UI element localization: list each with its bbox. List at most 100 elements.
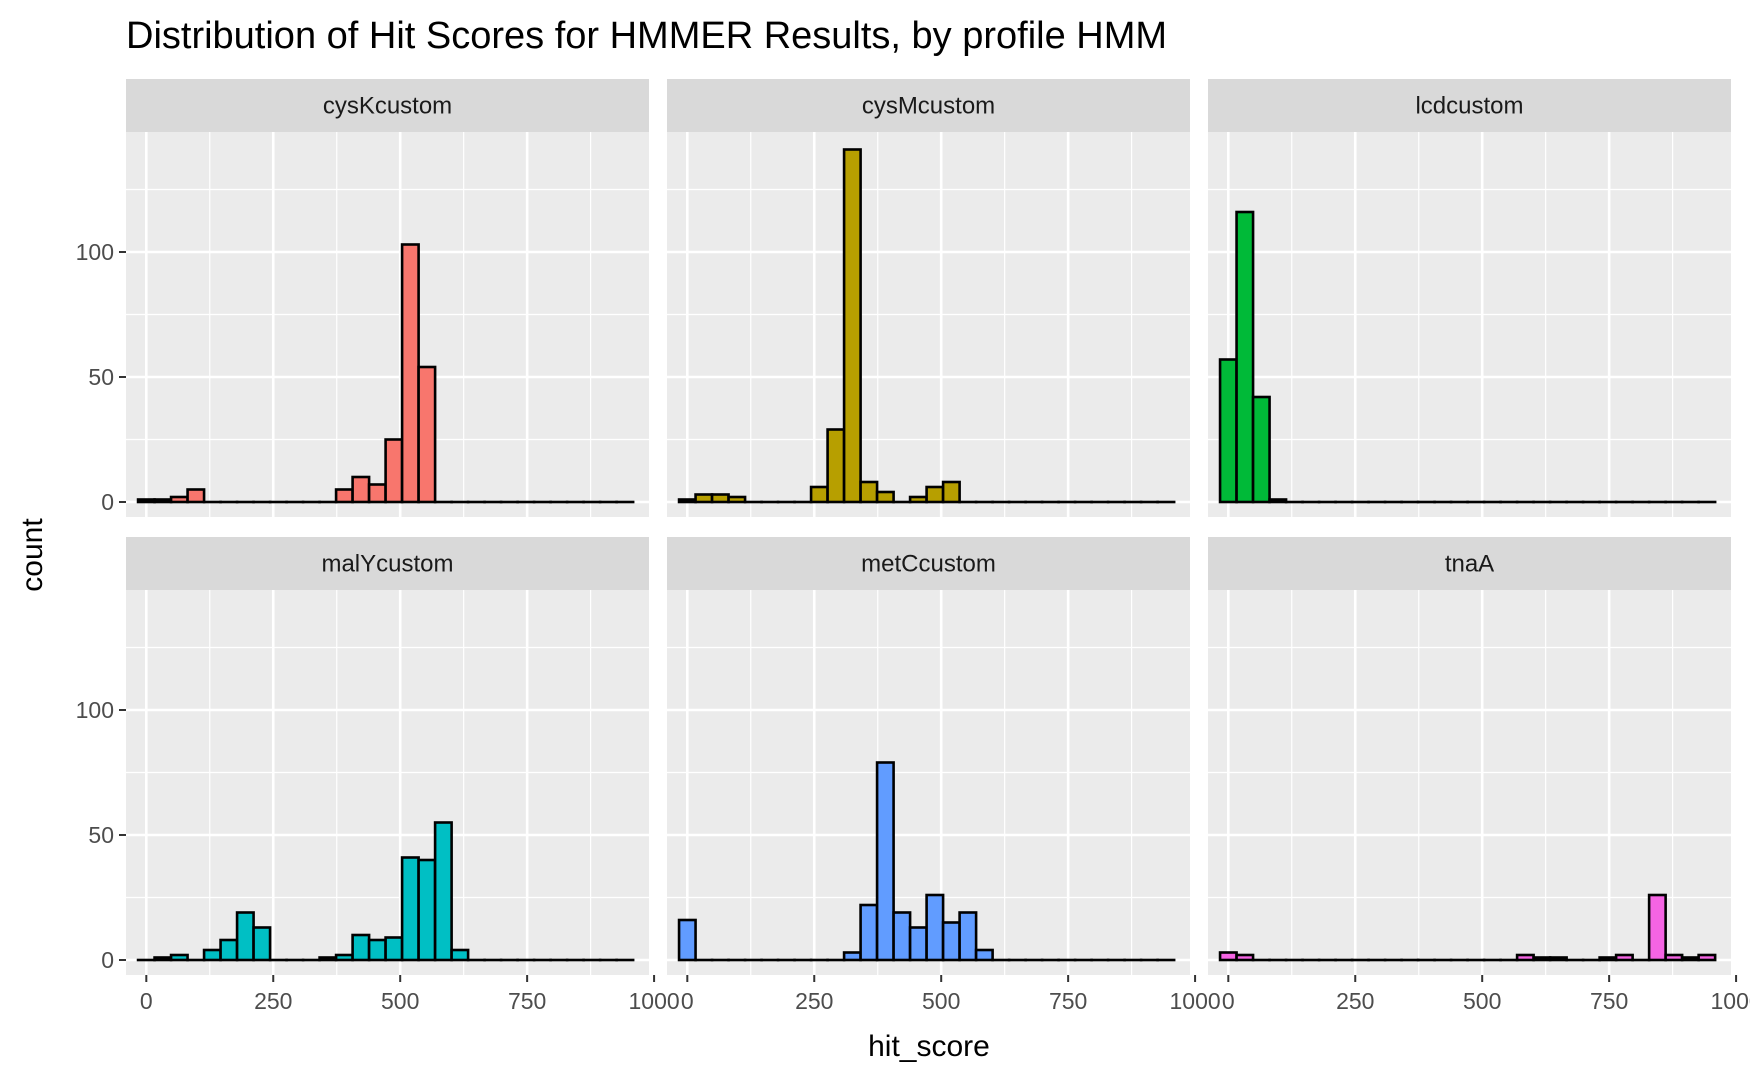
x-axis-title: hit_score [868,1030,990,1063]
facet-strip [667,537,1190,590]
histogram-bar [450,948,470,962]
histogram-bar [974,948,994,962]
x-tick-label: 1000 [628,988,679,1014]
x-tick-label: 500 [381,988,419,1014]
histogram-bar [1680,956,1700,962]
facet-metCcustom: metCcustom 0 250 500 750 1000 [667,537,1221,1014]
histogram-bar [235,911,255,962]
facet-panels: cysKcustom 0 50 100 cysMcustom lcdcustom malYc… [76,79,1750,1014]
histogram-bar [809,485,829,504]
x-tick-label: 750 [508,988,546,1014]
histogram-bar [875,490,895,504]
panel-background [667,132,1190,517]
histogram-bar [136,498,156,504]
x-tick-label: 1000 [1169,988,1220,1014]
x-tick-label: 0 [681,988,694,1014]
panel-background [126,590,649,975]
histogram-bar [1697,953,1717,962]
histogram-bar [400,243,420,504]
histogram-bar [958,911,978,962]
facet-strip-label: cysMcustom [862,93,995,120]
histogram-bar [1598,956,1618,962]
histogram-bar [1235,953,1255,962]
histogram-bar [417,858,437,962]
x-tick-label: 500 [1463,988,1501,1014]
histogram-bar [384,936,404,962]
histogram-bar [1614,953,1634,962]
histogram-bar [1218,951,1238,962]
histogram-bar [153,498,173,504]
histogram-bar [384,438,404,504]
histogram-bar [1251,395,1271,504]
facet-strip-label: cysKcustom [323,93,452,120]
histogram-bar [677,498,697,504]
histogram-bar [334,488,354,504]
x-tick-label: 0 [1222,988,1235,1014]
histogram-bar [202,948,222,962]
facet-strip-label: lcdcustom [1415,93,1523,120]
histogram-bar [1268,498,1288,504]
panel-background [1208,132,1731,517]
histogram-bar [677,918,697,962]
histogram-bar [925,893,945,962]
y-tick-label: 0 [101,947,114,973]
histogram-bar [334,953,354,962]
histogram-bar [1548,956,1568,962]
histogram-bar [351,933,371,962]
histogram-bar [417,365,437,504]
facet-strip [1208,79,1731,132]
histogram-bar [433,821,453,962]
histogram-bar [400,856,420,962]
facet-strip-label: malYcustom [321,551,453,578]
histogram-bar [710,493,730,504]
histogram-bar [908,495,928,504]
histogram-bar [875,761,895,962]
histogram-bar [351,475,371,504]
panel-background [1208,590,1731,975]
histogram-bar [186,488,206,504]
y-tick-label: 50 [88,822,114,848]
x-tick-label: 500 [922,988,960,1014]
y-axis-title: count [16,518,49,592]
histogram-bar [1515,953,1535,962]
facet-malYcustom: malYcustom 0 250 500 750 1000 0 50 100 [76,537,680,1014]
histogram-bar [219,938,239,962]
histogram-bar [842,951,862,962]
facet-strip [667,79,1190,132]
histogram-bar [169,953,189,962]
facet-cysKcustom: cysKcustom 0 50 100 [76,79,656,517]
facet-strip [126,79,649,132]
facet-lcdcustom: lcdcustom [1208,79,1738,517]
chart-title: Distribution of Hit Scores for HMMER Res… [126,15,1167,57]
histogram-bar [153,956,173,962]
histogram-bar [694,493,714,504]
histogram-bar [367,938,387,962]
facet-strip [1208,537,1731,590]
y-tick-label: 0 [101,489,114,515]
y-tick-label: 50 [88,364,114,390]
y-tick-label: 100 [76,239,114,265]
x-tick-label: 750 [1590,988,1628,1014]
histogram-bar [1532,956,1552,962]
histogram-bar [727,495,747,504]
facet-strip [126,537,649,590]
x-tick-label: 1000 [1710,988,1750,1014]
histogram-bar [892,911,912,962]
histogram-bar [1647,893,1667,962]
facet-cysMcustom: cysMcustom [667,79,1197,517]
histogram-bar [925,485,945,504]
histogram-bar [826,428,846,504]
y-tick-label: 100 [76,697,114,723]
histogram-bar [908,926,928,962]
facet-strip-label: metCcustom [861,551,996,578]
facet-strip-label: tnaA [1445,551,1494,578]
x-tick-label: 750 [1049,988,1087,1014]
x-tick-label: 250 [795,988,833,1014]
histogram-bar [842,148,862,504]
x-tick-label: 250 [1336,988,1374,1014]
x-tick-label: 250 [254,988,292,1014]
histogram-bar [169,495,189,504]
histogram-bar [252,926,272,962]
x-tick-label: 0 [140,988,153,1014]
